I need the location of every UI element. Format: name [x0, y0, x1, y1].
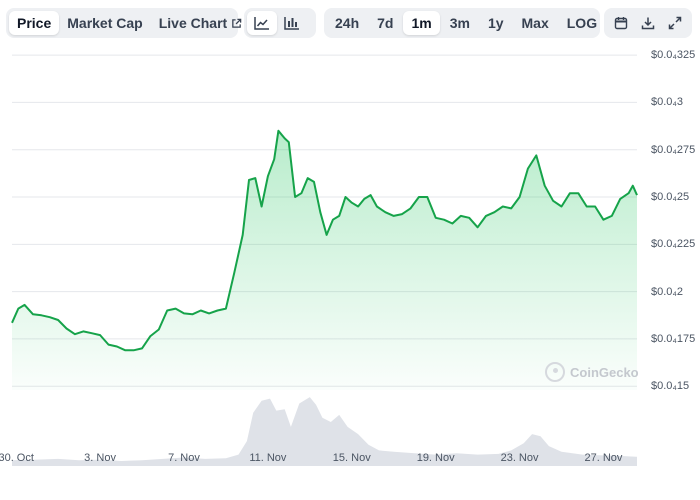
bar-chart-button[interactable] — [277, 11, 307, 35]
tab-log[interactable]: LOG — [559, 11, 605, 35]
y-tick-label: $0.0₄325 — [651, 49, 696, 62]
x-tick-label: 15. Nov — [332, 452, 371, 464]
tab-price-label: Price — [17, 15, 52, 31]
y-tick-label: $0.0₄225 — [651, 238, 696, 251]
price-area-fill — [12, 130, 637, 391]
range-tab-group: 24h 7d 1m 3m 1y Max LOG — [324, 8, 600, 38]
tab-7d[interactable]: 7d — [369, 11, 401, 35]
tab-3m[interactable]: 3m — [442, 11, 478, 35]
tab-3m-label: 3m — [449, 15, 470, 31]
tool-group — [604, 8, 692, 38]
coingecko-watermark: CoinGecko — [545, 362, 639, 382]
download-icon — [641, 16, 655, 30]
volume-area — [12, 397, 637, 466]
chart-canvas — [11, 54, 638, 466]
y-tick-label: $0.0₄3 — [651, 96, 684, 109]
expand-icon — [668, 16, 682, 30]
tab-7d-label: 7d — [377, 15, 394, 31]
x-tick-label: 23. Nov — [500, 452, 539, 464]
tab-log-label: LOG — [566, 15, 598, 31]
y-tick-label: $0.0₄15 — [651, 380, 690, 393]
tab-1y-label: 1y — [487, 15, 504, 31]
line-chart-button[interactable] — [247, 11, 277, 35]
volume-area-shape — [12, 397, 637, 466]
line-chart-icon — [254, 16, 270, 30]
price-line — [11, 129, 638, 352]
y-tick-label: $0.0₄2 — [651, 285, 684, 298]
calendar-icon — [614, 16, 628, 30]
x-tick-label: 19. Nov — [416, 452, 455, 464]
x-tick-label: 27. Nov — [584, 452, 623, 464]
price-series — [11, 129, 638, 391]
y-tick-label: $0.0₄25 — [651, 191, 690, 204]
tab-market-cap-label: Market Cap — [67, 15, 143, 31]
date-range-button[interactable] — [607, 11, 634, 35]
y-tick-label: $0.0₄275 — [651, 143, 696, 156]
watermark-text: CoinGecko — [570, 364, 639, 380]
tab-live-chart-label: Live Chart — [158, 15, 228, 31]
metric-tab-group: Price Market Cap Live Chart — [6, 8, 242, 38]
download-button[interactable] — [634, 11, 661, 35]
tab-price[interactable]: Price — [9, 11, 60, 35]
external-link-icon — [231, 18, 242, 29]
fullscreen-button[interactable] — [662, 11, 689, 35]
tab-max-label: Max — [521, 15, 549, 31]
x-tick-label: 30. Oct — [0, 452, 34, 464]
tab-1m-label: 1m — [411, 15, 432, 31]
x-tick-label: 3. Nov — [84, 452, 116, 464]
price-chart[interactable]: $0.0₄325 $0.0₄3 $0.0₄275 $0.0₄25 $0.0₄225 $0.… — [0, 40, 700, 500]
tab-1y[interactable]: 1y — [480, 11, 512, 35]
tab-max[interactable]: Max — [514, 11, 557, 35]
tab-market-cap[interactable]: Market Cap — [59, 11, 150, 35]
tab-live-chart[interactable]: Live Chart — [151, 11, 250, 35]
y-tick-label: $0.0₄175 — [651, 332, 696, 345]
x-tick-label: 7. Nov — [168, 452, 200, 464]
coingecko-logo-icon — [545, 362, 565, 382]
tab-24h-label: 24h — [335, 15, 360, 31]
chart-type-group — [244, 8, 316, 38]
tab-24h[interactable]: 24h — [327, 11, 367, 35]
chart-toolbar: Price Market Cap Live Chart 24h 7d 1m 3m… — [6, 8, 692, 38]
bar-chart-icon — [284, 16, 300, 30]
x-tick-label: 11. Nov — [249, 452, 287, 464]
tab-1m[interactable]: 1m — [403, 11, 440, 35]
